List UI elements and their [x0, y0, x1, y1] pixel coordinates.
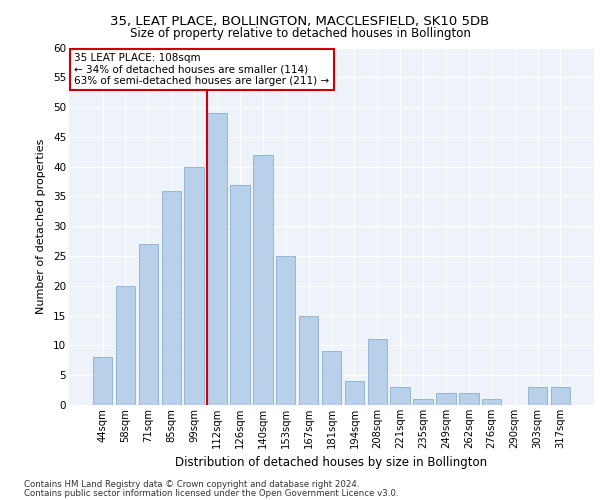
Bar — [208, 113, 227, 405]
Bar — [436, 393, 455, 405]
Bar — [299, 316, 319, 405]
Text: 35 LEAT PLACE: 108sqm
← 34% of detached houses are smaller (114)
63% of semi-det: 35 LEAT PLACE: 108sqm ← 34% of detached … — [74, 53, 329, 86]
Bar — [344, 381, 364, 405]
Text: Size of property relative to detached houses in Bollington: Size of property relative to detached ho… — [130, 28, 470, 40]
Bar — [528, 387, 547, 405]
Bar — [93, 358, 112, 405]
Bar — [253, 155, 272, 405]
Bar — [482, 399, 502, 405]
Y-axis label: Number of detached properties: Number of detached properties — [36, 138, 46, 314]
Bar — [459, 393, 479, 405]
Bar — [368, 340, 387, 405]
Text: Contains public sector information licensed under the Open Government Licence v3: Contains public sector information licen… — [24, 489, 398, 498]
Bar — [184, 166, 204, 405]
Bar — [391, 387, 410, 405]
Bar — [139, 244, 158, 405]
Bar — [276, 256, 295, 405]
Text: Contains HM Land Registry data © Crown copyright and database right 2024.: Contains HM Land Registry data © Crown c… — [24, 480, 359, 489]
Bar — [322, 352, 341, 405]
Bar — [551, 387, 570, 405]
X-axis label: Distribution of detached houses by size in Bollington: Distribution of detached houses by size … — [175, 456, 488, 469]
Bar — [230, 184, 250, 405]
Bar — [413, 399, 433, 405]
Bar — [116, 286, 135, 405]
Text: 35, LEAT PLACE, BOLLINGTON, MACCLESFIELD, SK10 5DB: 35, LEAT PLACE, BOLLINGTON, MACCLESFIELD… — [110, 15, 490, 28]
Bar — [161, 190, 181, 405]
